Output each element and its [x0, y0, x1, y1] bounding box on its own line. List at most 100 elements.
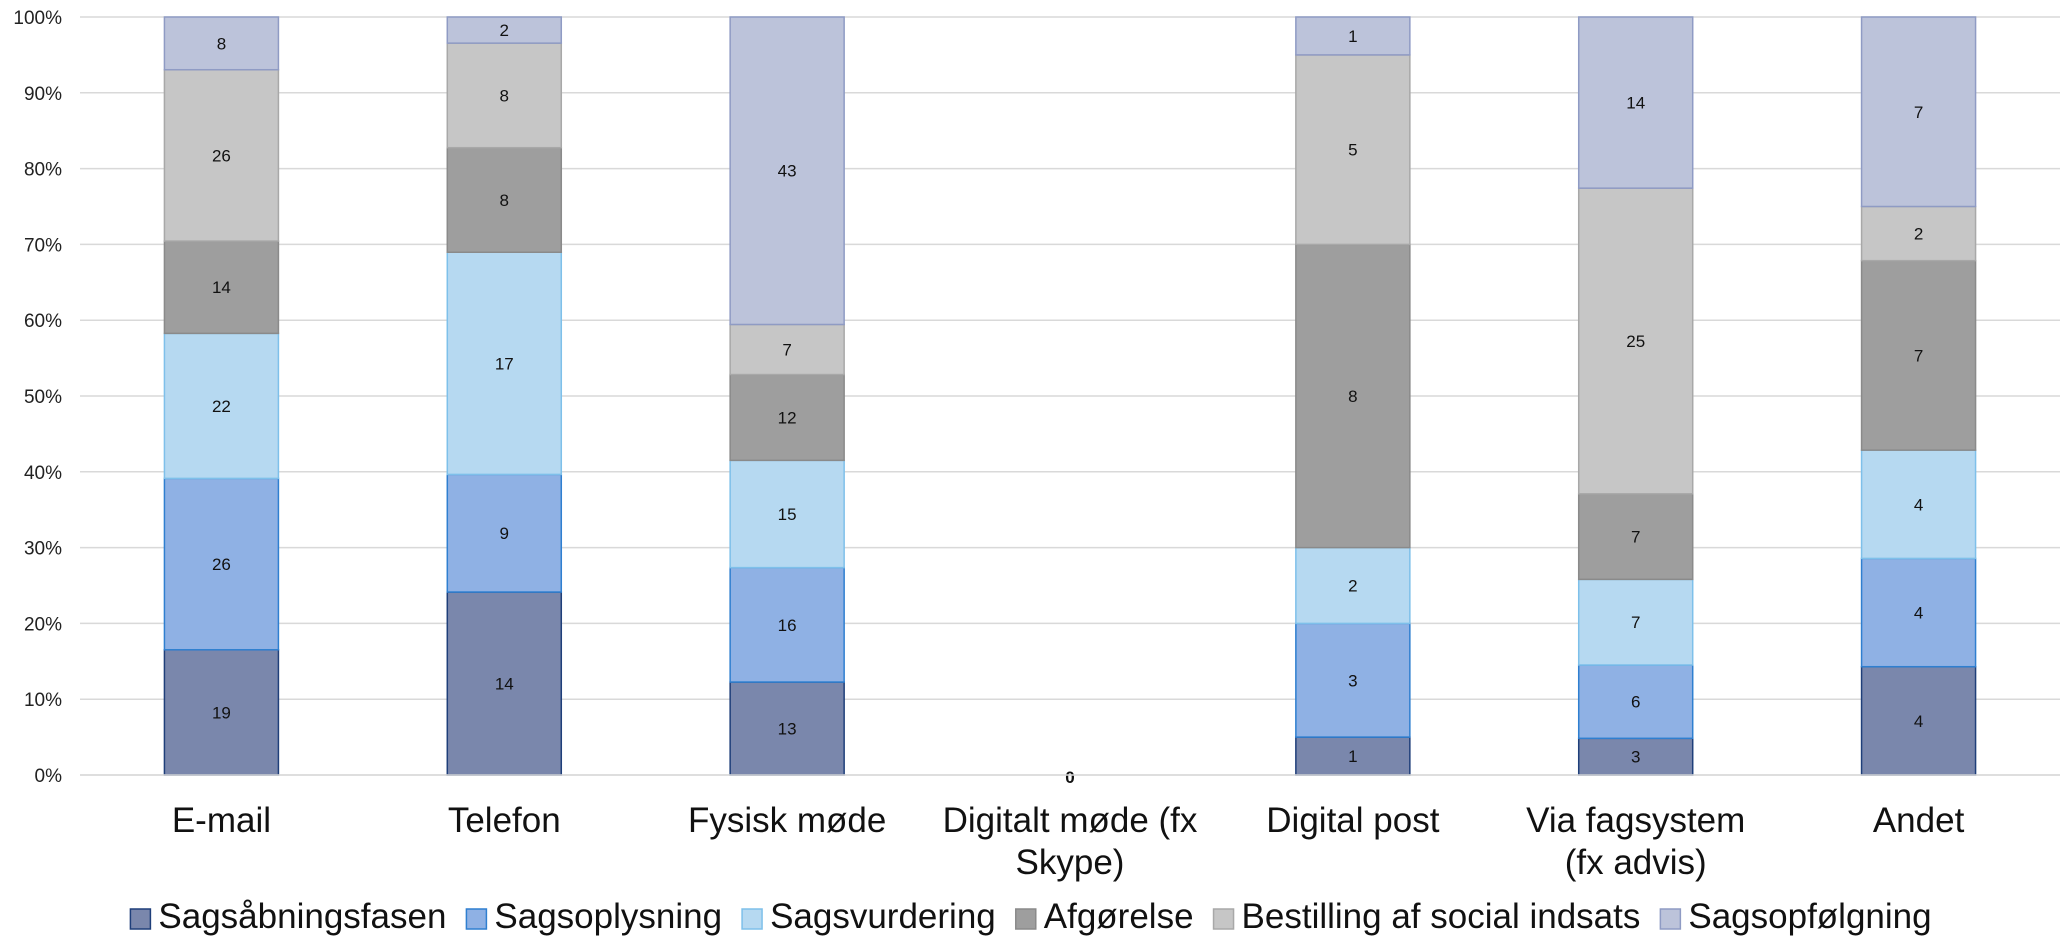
x-tick-label: Digital post — [1266, 801, 1439, 840]
legend-item: Afgørelse — [1015, 897, 1194, 936]
gridlines — [80, 16, 2060, 776]
data-label: 26 — [212, 146, 231, 165]
data-label: 1 — [1348, 27, 1357, 46]
bar-segment — [163, 68, 280, 242]
legend-item: Sagsvurdering — [741, 897, 996, 936]
data-label: 14 — [1626, 94, 1645, 113]
y-tick-label: 50% — [24, 387, 62, 408]
y-tick-label: 40% — [24, 463, 62, 484]
legend-swatch — [1212, 908, 1235, 930]
legend-item: Sagsåbningsfasen — [129, 897, 446, 936]
legend-label: Sagsoplysning — [494, 897, 722, 936]
bar-segment — [1295, 622, 1411, 738]
x-axis: E-mail Telefon Fysisk møde Digitalt møde (f… — [80, 774, 2060, 882]
data-label: 8 — [500, 191, 509, 210]
bar-stack: 4 4 4 7 2 7 — [1860, 16, 1977, 776]
data-label: 19 — [212, 703, 231, 722]
data-label: 7 — [1631, 613, 1640, 632]
data-label: 7 — [1914, 346, 1923, 365]
data-label: 17 — [495, 354, 514, 373]
data-label: 4 — [1914, 604, 1923, 623]
legend: Sagsåbningsfasen Sagsoplysning Sagsvurderi… — [129, 897, 1932, 936]
data-label: 7 — [1631, 528, 1640, 547]
data-label: 8 — [217, 34, 226, 53]
x-tick-label: Digitalt møde (fx Skype) — [943, 801, 1198, 882]
bar-stack: 19 26 22 14 26 8 — [163, 16, 280, 776]
bar-stack: 13 16 15 12 7 43 — [729, 16, 845, 776]
y-tick-label: 0% — [35, 766, 63, 787]
legend-item: Sagsoplysning — [465, 897, 722, 936]
data-label: 43 — [778, 162, 797, 181]
bar-stack: 0 — [1065, 768, 1074, 787]
y-tick-label: 30% — [24, 539, 62, 560]
data-label: 9 — [500, 524, 509, 543]
bar-segment — [729, 16, 845, 326]
bar-segment — [446, 16, 563, 44]
legend-swatch — [1015, 908, 1037, 930]
legend-swatch — [129, 908, 152, 930]
data-label: 26 — [212, 555, 231, 574]
bar-segment — [1577, 16, 1694, 189]
data-label: 7 — [1914, 103, 1923, 122]
bar-segment — [446, 146, 563, 253]
y-tick-label: 70% — [24, 235, 62, 256]
y-tick-label: 80% — [24, 160, 62, 181]
bar-segment — [1860, 665, 1977, 776]
bar-segment — [163, 16, 280, 71]
bar-segment — [729, 681, 845, 776]
x-tick-label: Andet — [1873, 801, 1965, 840]
bar-segment — [729, 373, 845, 462]
bar-segment — [1860, 205, 1977, 262]
data-label: 3 — [1631, 748, 1640, 767]
y-tick-label: 20% — [24, 614, 62, 635]
bars: 1926221426814917882131615127430132851367… — [163, 16, 1977, 787]
y-tick-label: 60% — [24, 311, 62, 332]
data-label: 2 — [1348, 577, 1357, 596]
legend-label: Sagsvurdering — [770, 897, 996, 936]
legend-label: Sagsåbningsfasen — [158, 897, 446, 936]
x-tick-label: Telefon — [448, 801, 561, 840]
data-label: 13 — [778, 720, 797, 739]
data-label: 5 — [1348, 141, 1357, 160]
bar-segment — [163, 477, 280, 651]
bar-segment — [1860, 557, 1977, 668]
bar-segment — [1860, 16, 1977, 208]
bar-segment — [1295, 546, 1411, 625]
x-tick-label: Fysisk møde — [688, 801, 886, 840]
data-label: 14 — [495, 675, 514, 694]
data-label: 3 — [1348, 671, 1357, 690]
data-label: 22 — [212, 397, 231, 416]
data-label: 2 — [1914, 225, 1923, 244]
bar-segment — [1577, 578, 1694, 666]
y-tick-label: 90% — [24, 84, 62, 105]
legend-swatch — [465, 908, 488, 930]
x-tick-label: Via fagsystem (fx advis) — [1526, 801, 1745, 882]
legend-swatch — [1659, 908, 1682, 930]
data-label: 7 — [782, 341, 791, 360]
bar-stack: 1 3 2 8 5 1 — [1295, 16, 1411, 776]
y-axis: 0% 10% 20% 30% 40% 50% 60% 70% 80% 90% 100% — [13, 8, 62, 787]
bar-segment — [163, 332, 280, 480]
bar-segment — [1577, 187, 1694, 495]
bar-stack: 3 6 7 7 25 14 — [1577, 16, 1694, 776]
bar-segment — [1295, 736, 1411, 776]
bar-segment — [446, 42, 563, 149]
data-label: 8 — [1348, 387, 1357, 406]
x-tick-label: E-mail — [172, 801, 271, 840]
bar-segment — [1860, 449, 1977, 560]
legend-item: Sagsopfølgning — [1659, 897, 1932, 936]
data-label: 1 — [1348, 747, 1357, 766]
y-tick-label: 100% — [13, 8, 62, 29]
bar-segment — [1577, 493, 1694, 581]
data-label: 14 — [212, 278, 231, 297]
bar-segment — [163, 240, 280, 335]
data-label: 25 — [1626, 332, 1645, 351]
data-label: 4 — [1914, 712, 1923, 731]
legend-label: Bestilling af social indsats — [1242, 897, 1641, 936]
data-label-zero: 0 — [1065, 768, 1074, 787]
bar-segment — [446, 591, 563, 776]
legend-label: Afgørelse — [1044, 897, 1194, 936]
legend-item: Bestilling af social indsats — [1212, 897, 1641, 936]
bar-stack: 14 9 17 8 8 2 — [446, 16, 563, 776]
